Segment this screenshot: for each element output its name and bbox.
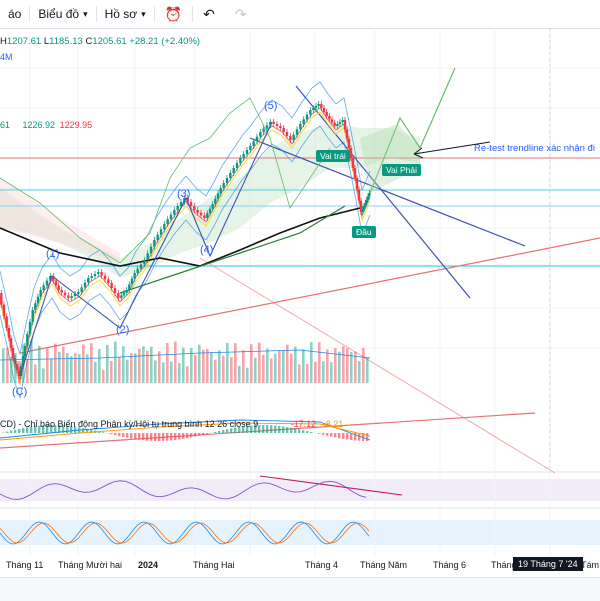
- top-toolbar: áo Biểu đồ▾ Hồ sơ▾ ⏰ ↶ ↷: [0, 0, 600, 29]
- ohlc-legend: H1207.61 L1185.13 C1205.61 +28.21 (+2.40…: [0, 36, 200, 47]
- toolbar-item-label: áo: [8, 7, 21, 21]
- chart-grid: [0, 28, 600, 556]
- change-value: +28.21 (+2.40%): [129, 36, 200, 47]
- x-tick-label: Tháng 6: [433, 560, 466, 570]
- toolbar-item-profile[interactable]: Hồ sơ▾: [97, 0, 154, 28]
- volume-legend: 4M: [0, 52, 13, 62]
- macd-title: CD) - Chỉ báo Biến động Phân kỳ/Hội tụ t…: [0, 419, 258, 429]
- toolbar-item-label: Hồ sơ: [105, 7, 138, 21]
- x-tick-label: Tháng 4: [305, 560, 338, 570]
- close-value: 1205.61: [92, 36, 126, 47]
- high-value: 1207.61: [7, 36, 41, 47]
- macd-legend: CD) - Chỉ báo Biến động Phân kỳ/Hội tụ t…: [0, 419, 343, 429]
- wave-label-4: (4): [200, 244, 213, 256]
- bottom-bar: [0, 577, 600, 601]
- alert-icon[interactable]: ⏰: [155, 6, 192, 23]
- wave-label-5: (5): [264, 100, 277, 112]
- high-label: H: [0, 36, 7, 47]
- x-tick-label: 2024: [138, 560, 158, 570]
- retest-note: Re-test trendline xác nhận đi: [474, 143, 595, 154]
- undo-icon[interactable]: ↶: [193, 6, 225, 23]
- crosshair-date-label: 19 Tháng 7 '24: [513, 557, 583, 571]
- price-chart[interactable]: [0, 28, 600, 556]
- chevron-down-icon: ▾: [83, 9, 88, 20]
- ichimoku-value-b: 1226.92: [23, 120, 56, 130]
- low-value: 1185.13: [49, 36, 83, 47]
- toolbar-item-alerts[interactable]: áo: [0, 0, 29, 28]
- chevron-down-icon: ▾: [141, 9, 146, 20]
- macd-value-2: -8.21: [323, 419, 344, 429]
- macd-value-1: -17.12: [291, 419, 317, 429]
- x-tick-label: Tháng 11: [6, 560, 43, 570]
- toolbar-item-chart[interactable]: Biểu đồ ▾: [30, 0, 95, 28]
- ichimoku-legend: 61 1226.92 1229.95: [0, 120, 92, 130]
- wave-label-c: (C): [12, 386, 27, 398]
- toolbar-item-label: Biểu đồ: [38, 7, 79, 21]
- x-tick-label: Tháng Hai: [193, 560, 235, 570]
- x-tick-label: Tháng Năm: [360, 560, 407, 570]
- right-shoulder-label: Vai Phải: [382, 164, 421, 176]
- wave-label-2: (2): [116, 324, 129, 336]
- head-label: Đầu: [352, 226, 376, 238]
- x-tick-label: Tám: [581, 560, 599, 570]
- x-tick-label: Tháng Mười hai: [58, 560, 122, 570]
- wave-label-3: (3): [177, 188, 190, 200]
- redo-icon[interactable]: ↷: [225, 6, 257, 23]
- ichimoku-value-c: 1229.95: [60, 120, 93, 130]
- ichimoku-value-a: 61: [0, 120, 10, 130]
- left-shoulder-label: Vai trái: [316, 150, 350, 162]
- time-axis[interactable]: Tháng 11 Tháng Mười hai 2024 Tháng Hai T…: [0, 556, 600, 576]
- wave-label-1: (1): [46, 248, 59, 260]
